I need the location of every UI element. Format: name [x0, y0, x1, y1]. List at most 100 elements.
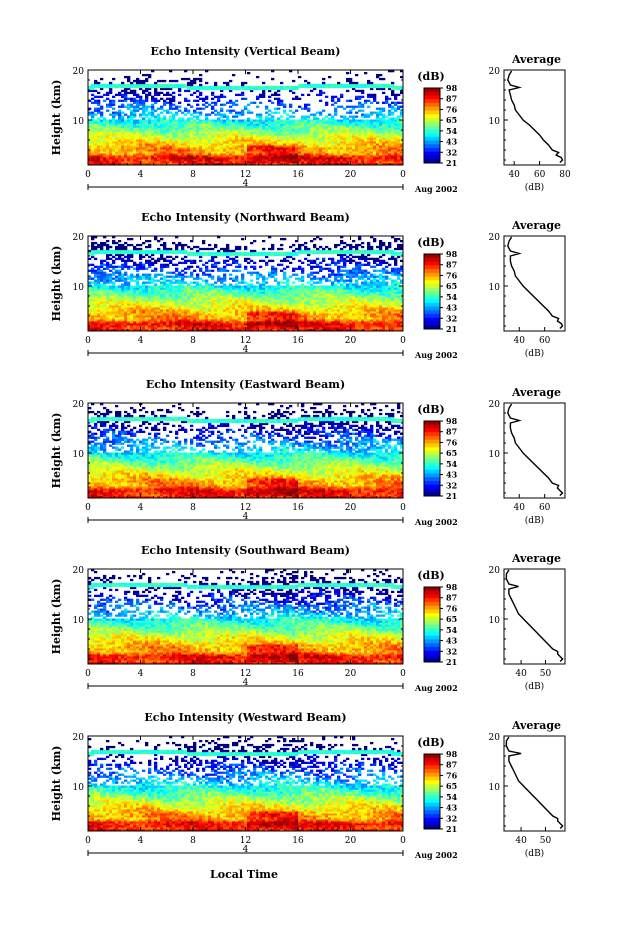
heatmap-cell [124, 129, 128, 132]
heatmap-cell [337, 135, 341, 138]
heatmap-cell [283, 141, 287, 144]
heatmap-cell [391, 143, 395, 146]
heatmap-cell [154, 311, 158, 314]
heatmap-cell [139, 147, 143, 150]
heatmap-cell [109, 91, 113, 95]
heatmap-cell [304, 145, 308, 148]
heatmap-cell [334, 311, 338, 314]
heatmap-cell [328, 121, 332, 124]
heatmap-cell [301, 135, 305, 138]
heatmap-cell [163, 153, 167, 156]
heatmap-cell [202, 97, 206, 100]
heatmap-cell [187, 143, 191, 146]
heatmap-cell [370, 81, 374, 85]
heatmap-cell [337, 163, 341, 166]
heatmap-cell [139, 321, 143, 324]
heatmap-cell [211, 141, 215, 144]
heatmap-cell [130, 123, 134, 126]
heatmap-cell [253, 121, 257, 124]
heatmap-cell [295, 325, 299, 328]
heatmap-cell [220, 305, 224, 308]
heatmap-cell [277, 305, 281, 308]
heatmap-cell [127, 151, 131, 154]
heatmap-cell [133, 163, 137, 166]
heatmap-cell [181, 77, 185, 81]
heatmap-cell [334, 325, 338, 328]
heatmap-cell [292, 85, 296, 89]
heatmap-cell [139, 123, 143, 126]
heatmap-cell [235, 121, 239, 124]
heatmap-cell [319, 321, 323, 324]
heatmap-cell [121, 83, 125, 87]
heatmap-cell [94, 311, 98, 314]
heatmap-cell [223, 119, 227, 122]
heatmap-cell [295, 159, 299, 162]
heatmap-cell [178, 303, 182, 306]
heatmap-cell [97, 145, 101, 148]
heatmap-cell [226, 315, 230, 318]
heatmap-cell [283, 143, 287, 146]
heatmap-cell [379, 307, 383, 310]
heatmap-cell [124, 317, 128, 320]
heatmap-cell [163, 159, 167, 162]
heatmap-cell [154, 125, 158, 128]
heatmap-cell [127, 87, 131, 91]
heatmap-cell [298, 315, 302, 318]
heatmap-cell [361, 115, 365, 118]
heatmap-cell [322, 149, 326, 152]
heatmap-cell [259, 145, 263, 148]
heatmap-cell [112, 139, 116, 142]
heatmap-cell [370, 83, 374, 87]
heatmap-cell [145, 313, 149, 316]
heatmap-cell [316, 135, 320, 138]
heatmap-cell [121, 155, 125, 158]
heatmap-cell [349, 155, 353, 158]
heatmap-cell [388, 135, 392, 138]
heatmap-cell [313, 161, 317, 164]
heatmap-cell [253, 319, 257, 322]
heatmap-cell [205, 125, 209, 128]
heatmap-cell [283, 119, 287, 122]
heatmap-cell [229, 163, 233, 166]
heatmap-cell [334, 143, 338, 146]
heatmap-cell [310, 127, 314, 130]
heatmap-cell [103, 117, 107, 120]
heatmap-cell [349, 127, 353, 130]
heatmap-cell [355, 73, 359, 77]
heatmap-cell [328, 157, 332, 160]
heatmap-cell [184, 145, 188, 148]
heatmap-cell [148, 307, 152, 310]
heatmap-cell [391, 159, 395, 162]
heatmap-cell [217, 99, 221, 102]
heatmap-cell [304, 117, 308, 120]
heatmap-cell [160, 145, 164, 148]
heatmap-cell [265, 161, 269, 164]
heatmap-cell [307, 147, 311, 150]
heatmap-cell [97, 155, 101, 158]
heatmap-cell [334, 111, 338, 114]
heatmap-cell [253, 163, 257, 166]
heatmap-cell [196, 115, 200, 118]
heatmap-cell [103, 313, 107, 316]
heatmap-cell [115, 315, 119, 318]
heatmap-cell [391, 125, 395, 128]
heatmap-cell [349, 153, 353, 156]
heatmap-cell [142, 159, 146, 162]
heatmap-cell [91, 143, 95, 146]
heatmap-cell [286, 145, 290, 148]
heatmap-cell [118, 115, 122, 118]
heatmap-cell [283, 105, 287, 108]
heatmap-cell [130, 155, 134, 158]
heatmap-cell [208, 143, 212, 146]
heatmap-cell [124, 311, 128, 314]
heatmap-cell [247, 117, 251, 120]
heatmap-cell [295, 329, 299, 332]
heatmap-cell [382, 83, 386, 87]
heatmap-cell [160, 141, 164, 144]
heatmap-cell [103, 99, 107, 102]
heatmap-cell [220, 137, 224, 140]
heatmap-cell [205, 161, 209, 164]
heatmap-cell [361, 315, 365, 318]
heatmap-cell [310, 311, 314, 314]
heatmap-cell [214, 95, 218, 99]
